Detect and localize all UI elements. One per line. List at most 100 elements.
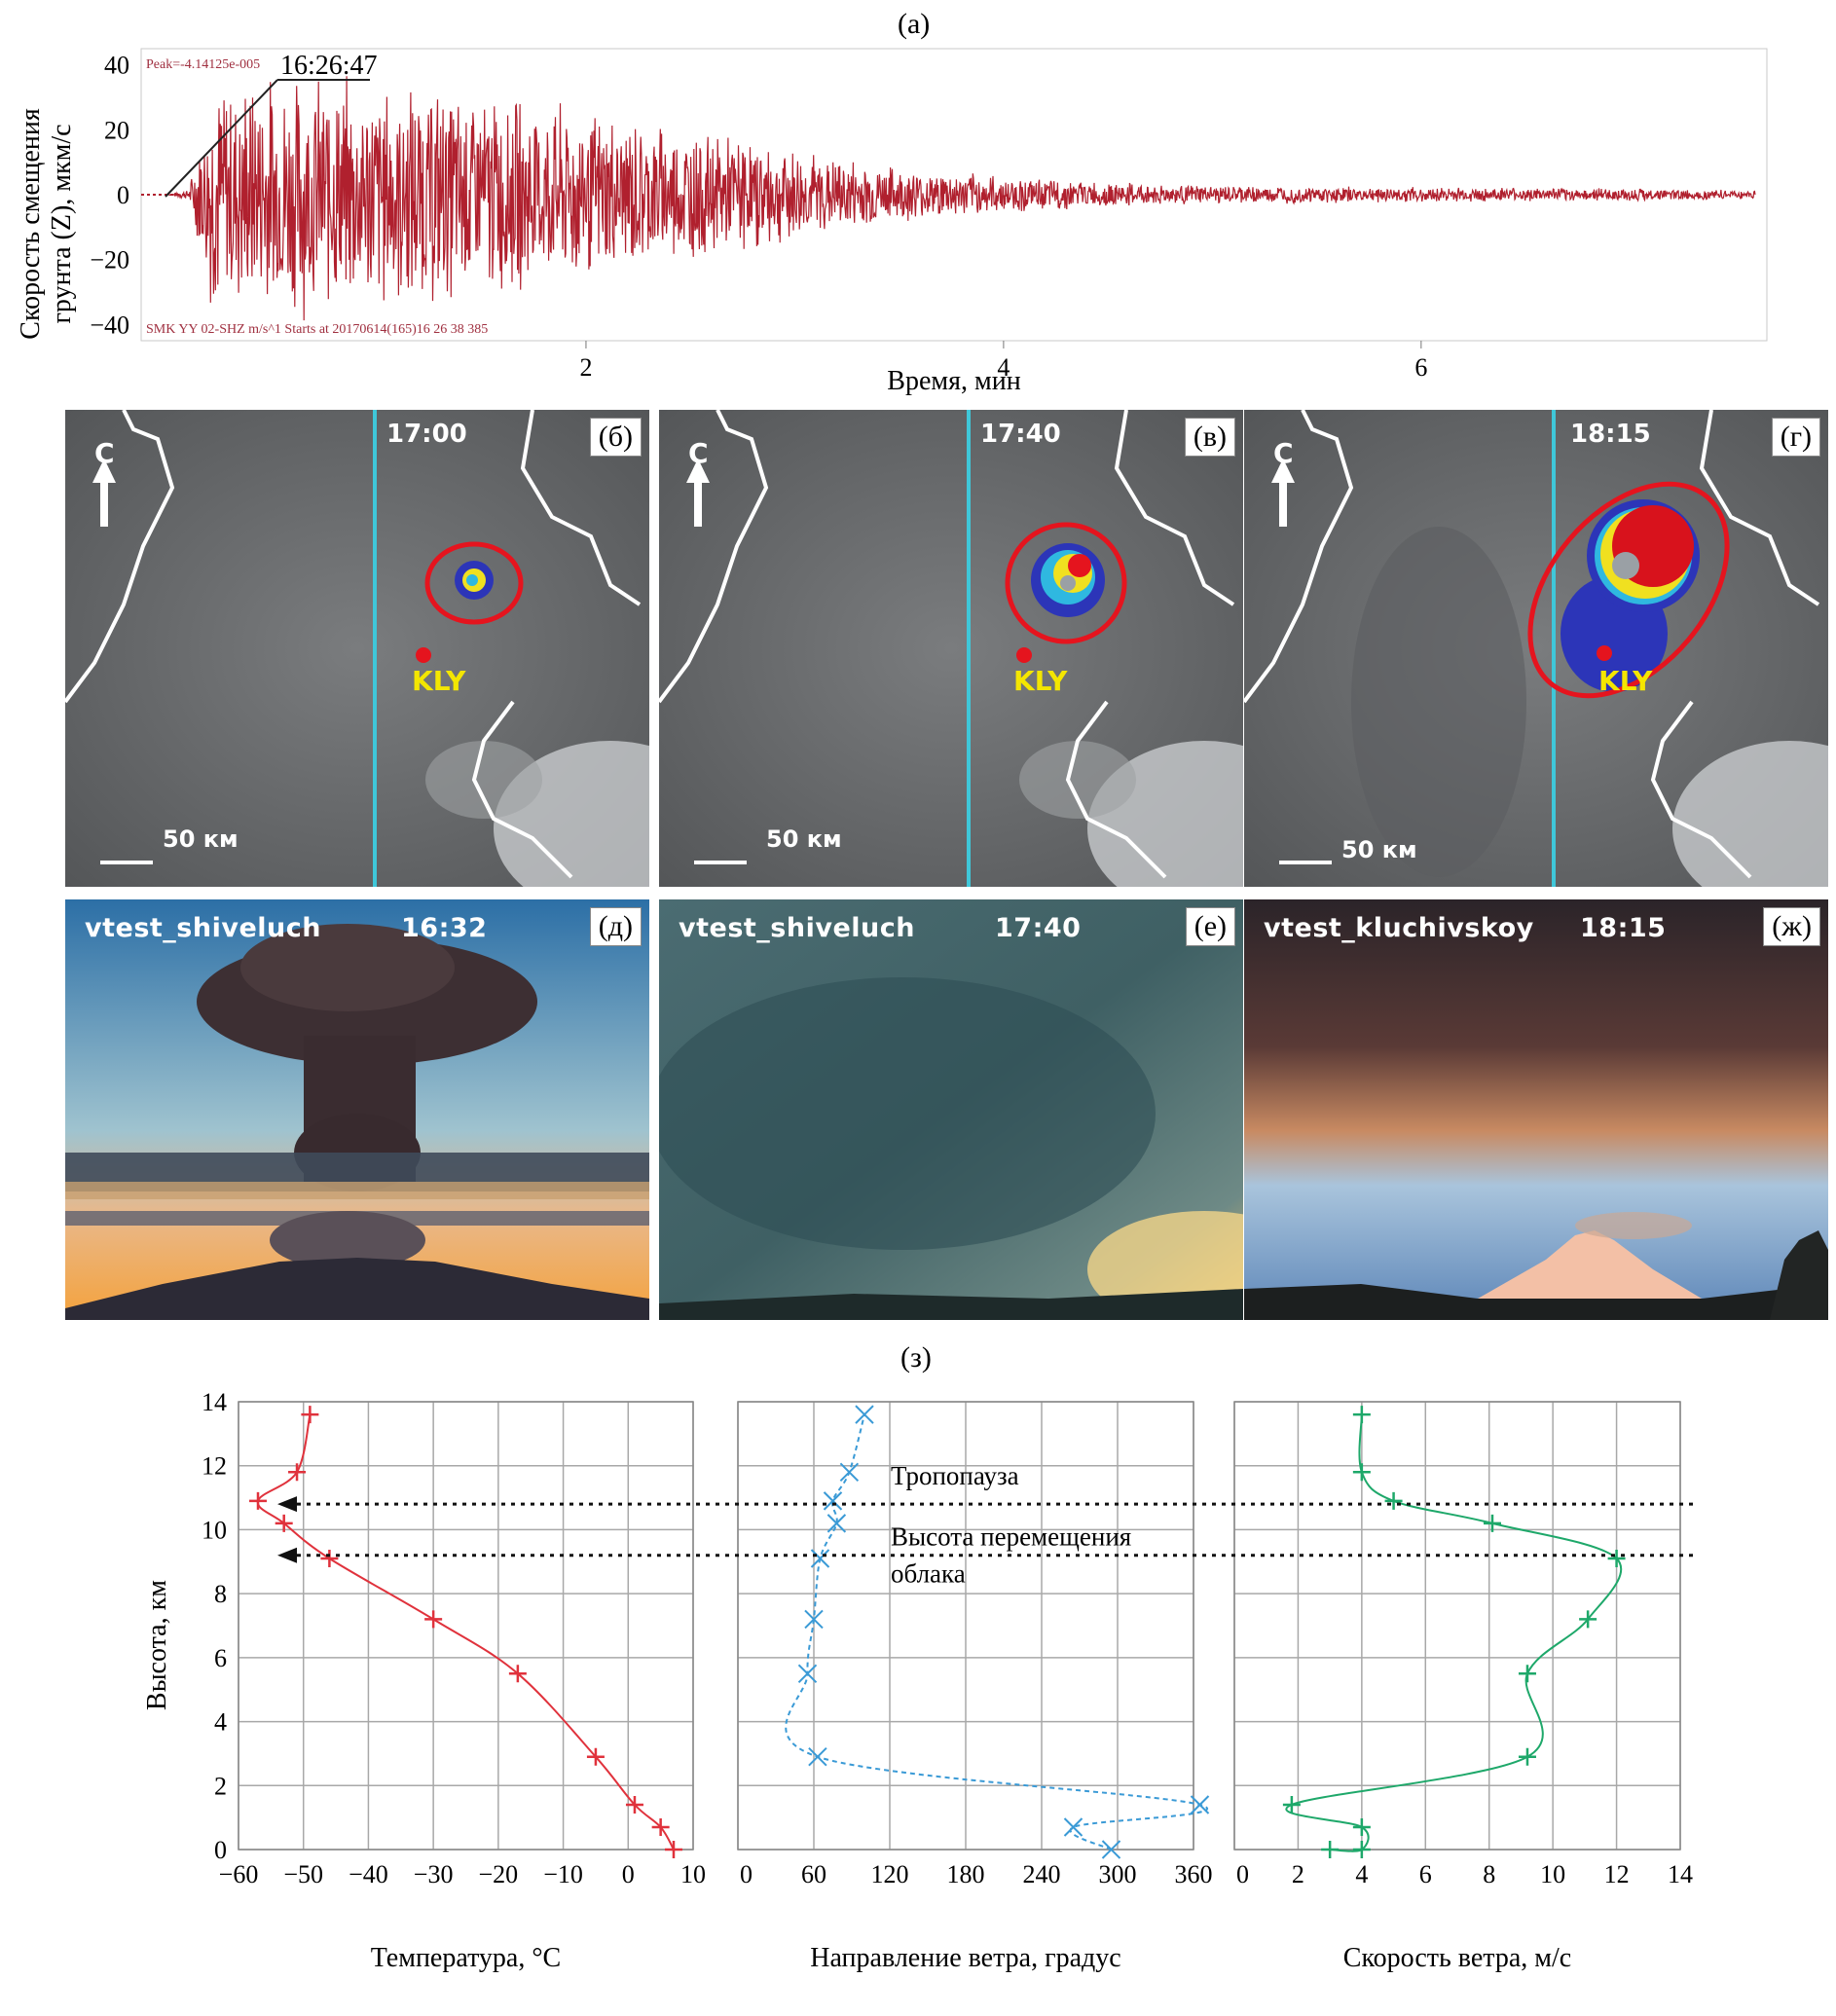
temperature-x-tick: −60: [219, 1860, 259, 1888]
seismogram-xlabel: Время, мин: [887, 366, 1020, 396]
photo-camera-d: vtest_shiveluch: [85, 913, 321, 943]
wind-direction-marker: [1063, 1817, 1083, 1837]
photo-cloud-e: [659, 899, 1243, 1320]
wind-speed-marker: [1352, 1406, 1371, 1424]
wind-direction-x-tick: 0: [740, 1860, 753, 1888]
photo-tag-e: (е): [1185, 907, 1235, 946]
seismogram-x-ticks: 2 4 6: [579, 341, 1427, 382]
temperature-marker: [275, 1514, 293, 1532]
wind-speed-x-tick: 2: [1292, 1860, 1304, 1888]
cloud-height-label-line2: облака: [891, 1559, 966, 1589]
wind-speed-marker: [1483, 1514, 1501, 1532]
wind-speed-marker: [1518, 1747, 1536, 1766]
wind-speed-x-tick: 14: [1668, 1860, 1693, 1888]
wind-speed-marker: [1607, 1550, 1626, 1567]
photo-tag-zh: (ж): [1763, 907, 1820, 946]
station-label-v: KLY: [1013, 665, 1068, 697]
wind-direction-marker: [839, 1462, 860, 1482]
tropopause-label: Тропопауза: [891, 1461, 1019, 1490]
temperature-x-tick: −20: [479, 1860, 519, 1888]
wind-direction-marker: [1190, 1795, 1210, 1814]
seismogram-x-tick: 6: [1414, 353, 1427, 382]
photo-tag-d: (д): [589, 907, 642, 946]
sounding-profiles-chart: Высота, км −60 −50 −40 −30 −20 −10 0 10 0 2 4 6 8 10 1…: [142, 1388, 1694, 1973]
wind-speed-profile-line: [1285, 1414, 1623, 1852]
seismogram-chart: Скорость смещения грунта (Z), мкм/с 4020…: [16, 48, 1768, 396]
photo-camera-zh: vtest_kluchivskoy: [1264, 913, 1534, 943]
satellite-panel-b: С 17:00 (б) KLY 50 км: [65, 410, 649, 887]
start-time-leader: [165, 79, 278, 198]
photo-volcano-zh: [1244, 899, 1828, 1320]
photo-camera-e: vtest_shiveluch: [679, 913, 915, 943]
wind-speed-marker: [1352, 1841, 1371, 1858]
station-label-b: KLY: [412, 665, 466, 697]
photo-time-e: 17:40: [995, 913, 1082, 943]
panel-z-label: (з): [900, 1341, 932, 1374]
wind-direction-x-tick: 120: [871, 1860, 909, 1888]
photo-panel-e: vtest_shiveluch 17:40 (е): [659, 899, 1243, 1320]
seismogram-trace: [167, 76, 1756, 321]
wind-speed-marker: [1384, 1491, 1403, 1510]
temperature-panel: −60 −50 −40 −30 −20 −10 0 10 0 2 4 6 8 10 12 14 Температ…: [202, 1388, 706, 1973]
wind-speed-marker: [1352, 1463, 1371, 1482]
wind-direction-xlabel: Направление ветра, градус: [810, 1943, 1120, 1973]
wind-direction-marker: [810, 1549, 830, 1568]
temperature-frame: [238, 1401, 694, 1851]
seismogram-peak-text: Peak=-4.14125e-005: [146, 57, 260, 72]
wind-direction-marker: [1101, 1840, 1121, 1859]
wind-speed-x-tick: 10: [1540, 1860, 1565, 1888]
wind-speed-x-tick: 12: [1604, 1860, 1630, 1888]
temperature-marker: [424, 1610, 443, 1629]
cloud-height-label-line1: Высота перемещения: [891, 1522, 1131, 1552]
temperature-x-tick: 10: [680, 1860, 706, 1888]
height-y-tick: 4: [214, 1708, 227, 1737]
height-y-tick: 0: [214, 1836, 227, 1864]
cloud-height-arrow: [277, 1547, 297, 1563]
satellite-tag-g: (г): [1771, 418, 1820, 457]
satellite-time-g: 18:15: [1570, 420, 1651, 449]
temperature-x-tick: 0: [622, 1860, 635, 1888]
wind-direction-frame: [737, 1401, 1194, 1851]
seismogram-y-tick: −40: [90, 311, 129, 339]
seismogram-ylabel-line1: Скорость смещения: [16, 108, 46, 340]
station-label-g: KLY: [1598, 665, 1653, 697]
seismogram-y-tick: 40: [104, 52, 129, 80]
temperature-profile-line: [256, 1413, 675, 1851]
wind-speed-marker: [1321, 1841, 1340, 1858]
temperature-xlabel: Температура, °C: [371, 1943, 561, 1973]
wind-direction-x-tick: 180: [947, 1860, 985, 1888]
temperature-marker: [249, 1491, 268, 1510]
height-y-tick: 14: [202, 1388, 227, 1416]
temperature-x-tick: −50: [283, 1860, 323, 1888]
wind-direction-x-tick: 240: [1023, 1860, 1061, 1888]
satellite-time-b: 17:00: [386, 420, 467, 449]
photo-time-zh: 18:15: [1580, 913, 1667, 943]
satellite-image-v: [659, 410, 1243, 887]
temperature-marker: [651, 1818, 670, 1836]
wind-speed-x-tick: 8: [1483, 1860, 1495, 1888]
satellite-image-b: [65, 410, 649, 887]
height-y-tick: 8: [214, 1580, 227, 1608]
north-label-b: С: [94, 437, 115, 469]
temperature-marker: [301, 1406, 319, 1424]
wind-direction-marker: [797, 1664, 818, 1683]
satellite-time-v: 17:40: [980, 420, 1061, 449]
wind-speed-xlabel: Скорость ветра, м/с: [1343, 1943, 1571, 1973]
panel-a-label: (a): [898, 8, 931, 40]
wind-direction-x-tick: 360: [1175, 1860, 1213, 1888]
wind-direction-marker: [804, 1609, 824, 1630]
seismogram-y-ticks: 40 20 0 −20 −40: [90, 52, 129, 340]
temperature-marker: [586, 1747, 605, 1766]
wind-speed-x-tick: 4: [1355, 1860, 1368, 1888]
height-y-tick: 10: [202, 1516, 227, 1544]
temperature-marker: [288, 1463, 307, 1482]
wind-speed-x-tick: 6: [1419, 1860, 1432, 1888]
scale-label-b: 50 км: [163, 825, 239, 853]
wind-direction-x-tick: 300: [1099, 1860, 1137, 1888]
tropopause-arrow: [277, 1496, 297, 1513]
seismogram-x-tick: 4: [997, 353, 1010, 382]
temperature-marker: [625, 1796, 643, 1814]
wind-speed-marker: [1352, 1818, 1371, 1836]
wind-speed-frame: [1233, 1401, 1681, 1851]
photo-eruption-d: [65, 899, 649, 1320]
